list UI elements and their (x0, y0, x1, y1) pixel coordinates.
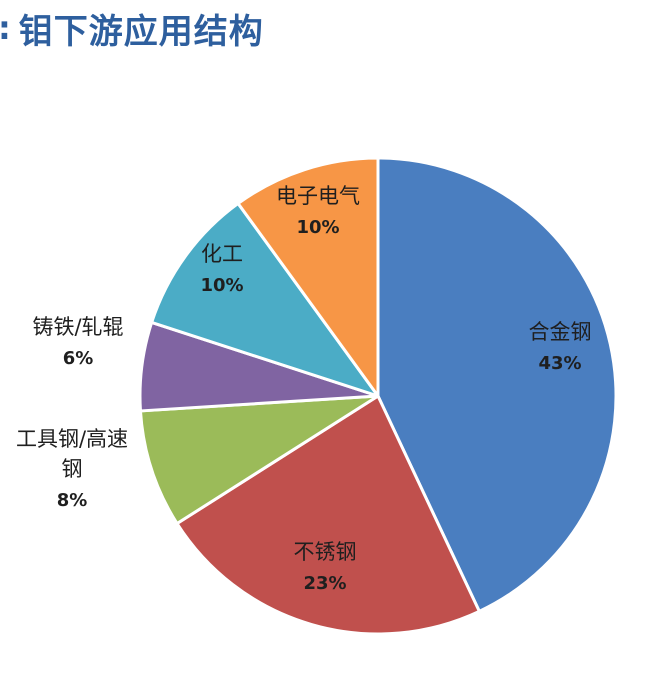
pie-slices (138, 156, 618, 636)
slice-value-label: 10% (200, 275, 243, 296)
slice-value-label: 6% (63, 348, 94, 369)
page-title: 钼下游应用结构 (18, 11, 264, 52)
slice-value-label: 10% (296, 217, 339, 238)
slice-label: 合金钢 (529, 320, 592, 344)
pie-slice (138, 394, 380, 526)
pie-slice (150, 201, 380, 398)
slice-label: 工具钢/高速 (16, 427, 128, 451)
pie-labels: 合金钢 43% 不锈钢 23% 工具钢/高速钢 8% 铸铁/轧辊 6% 化工 10% 电子电气 10% (16, 184, 592, 594)
pie-slice (236, 156, 380, 398)
pie-slice (175, 394, 481, 636)
slice-label: 电子电气 (276, 184, 360, 208)
slice-value-label: 23% (303, 573, 346, 594)
slice-value-label: 43% (538, 353, 581, 374)
title-prefix: : (0, 9, 11, 47)
slice-label: 钢 (62, 457, 83, 481)
title-bar: : 钼下游应用结构 (0, 8, 264, 52)
slice-label: 铸铁/轧辊 (32, 315, 123, 339)
slice-label: 化工 (201, 242, 243, 266)
slice-value-label: 8% (57, 490, 88, 511)
slice-label: 不锈钢 (294, 540, 357, 564)
pie-slice (376, 156, 618, 613)
